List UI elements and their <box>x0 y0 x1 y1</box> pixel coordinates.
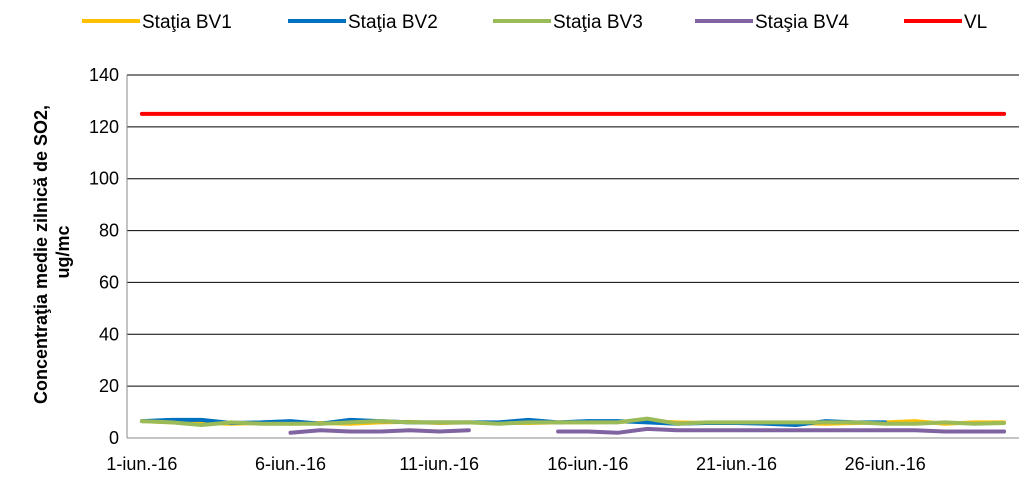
legend-label: Staşia BV4 <box>755 12 849 33</box>
y-axis-label-line-1: Concentraţia medie zilnică de SO2, <box>31 105 51 404</box>
legend-item-sta-ia-bv4: Staşia BV4 <box>695 12 849 33</box>
y-tick-label: 100 <box>89 169 119 189</box>
y-axis-label: Concentraţia medie zilnică de SO2, ug/mc <box>31 100 73 404</box>
legend: Staţia BV1 Staţia BV2 Staţia BV3 Staşia BV4… <box>82 12 987 33</box>
series-line-segment <box>288 428 471 435</box>
x-tick-label: 26-iun.-16 <box>845 454 926 474</box>
axes <box>126 75 1019 439</box>
legend-label: Staţia BV3 <box>553 12 643 33</box>
gridlines <box>127 74 1019 387</box>
x-tick-label: 6-iun.-16 <box>255 454 326 474</box>
y-tick-label: 140 <box>89 65 119 85</box>
y-tick-label: 0 <box>109 428 119 448</box>
y-tick-labels: 0 20 40 60 80 100 120 140 <box>89 65 119 448</box>
series-line-segment <box>556 426 1007 435</box>
y-tick-label: 40 <box>99 324 119 344</box>
legend-item-sta-ia-bv3: Staţia BV3 <box>493 12 643 33</box>
series-lines <box>139 111 1007 435</box>
series-line-segment <box>139 416 1007 427</box>
x-tick-label: 1-iun.-16 <box>106 454 177 474</box>
x-tick-label: 16-iun.-16 <box>547 454 628 474</box>
x-tick-label: 21-iun.-16 <box>696 454 777 474</box>
legend-label: Staţia BV1 <box>142 12 232 33</box>
series-sta-ia-bv4 <box>288 426 1007 435</box>
y-tick-label: 120 <box>89 117 119 137</box>
y-tick-label: 60 <box>99 272 119 292</box>
legend-item-sta-ia-bv1: Staţia BV1 <box>82 12 232 33</box>
legend-label: Staţia BV2 <box>348 12 438 33</box>
legend-item-sta-ia-bv2: Staţia BV2 <box>288 12 438 33</box>
x-tick-labels: 1-iun.-16 6-iun.-16 11-iun.-16 16-iun.-16 21… <box>106 454 925 474</box>
legend-label: VL <box>964 12 987 33</box>
x-tick-label: 11-iun.-16 <box>399 454 479 474</box>
series-sta-ia-bv3 <box>139 416 1007 427</box>
y-axis-label-line-2: ug/mc <box>53 225 73 278</box>
legend-item-vl: VL <box>904 12 987 33</box>
y-tick-label: 20 <box>99 376 119 396</box>
y-tick-label: 80 <box>99 221 119 241</box>
